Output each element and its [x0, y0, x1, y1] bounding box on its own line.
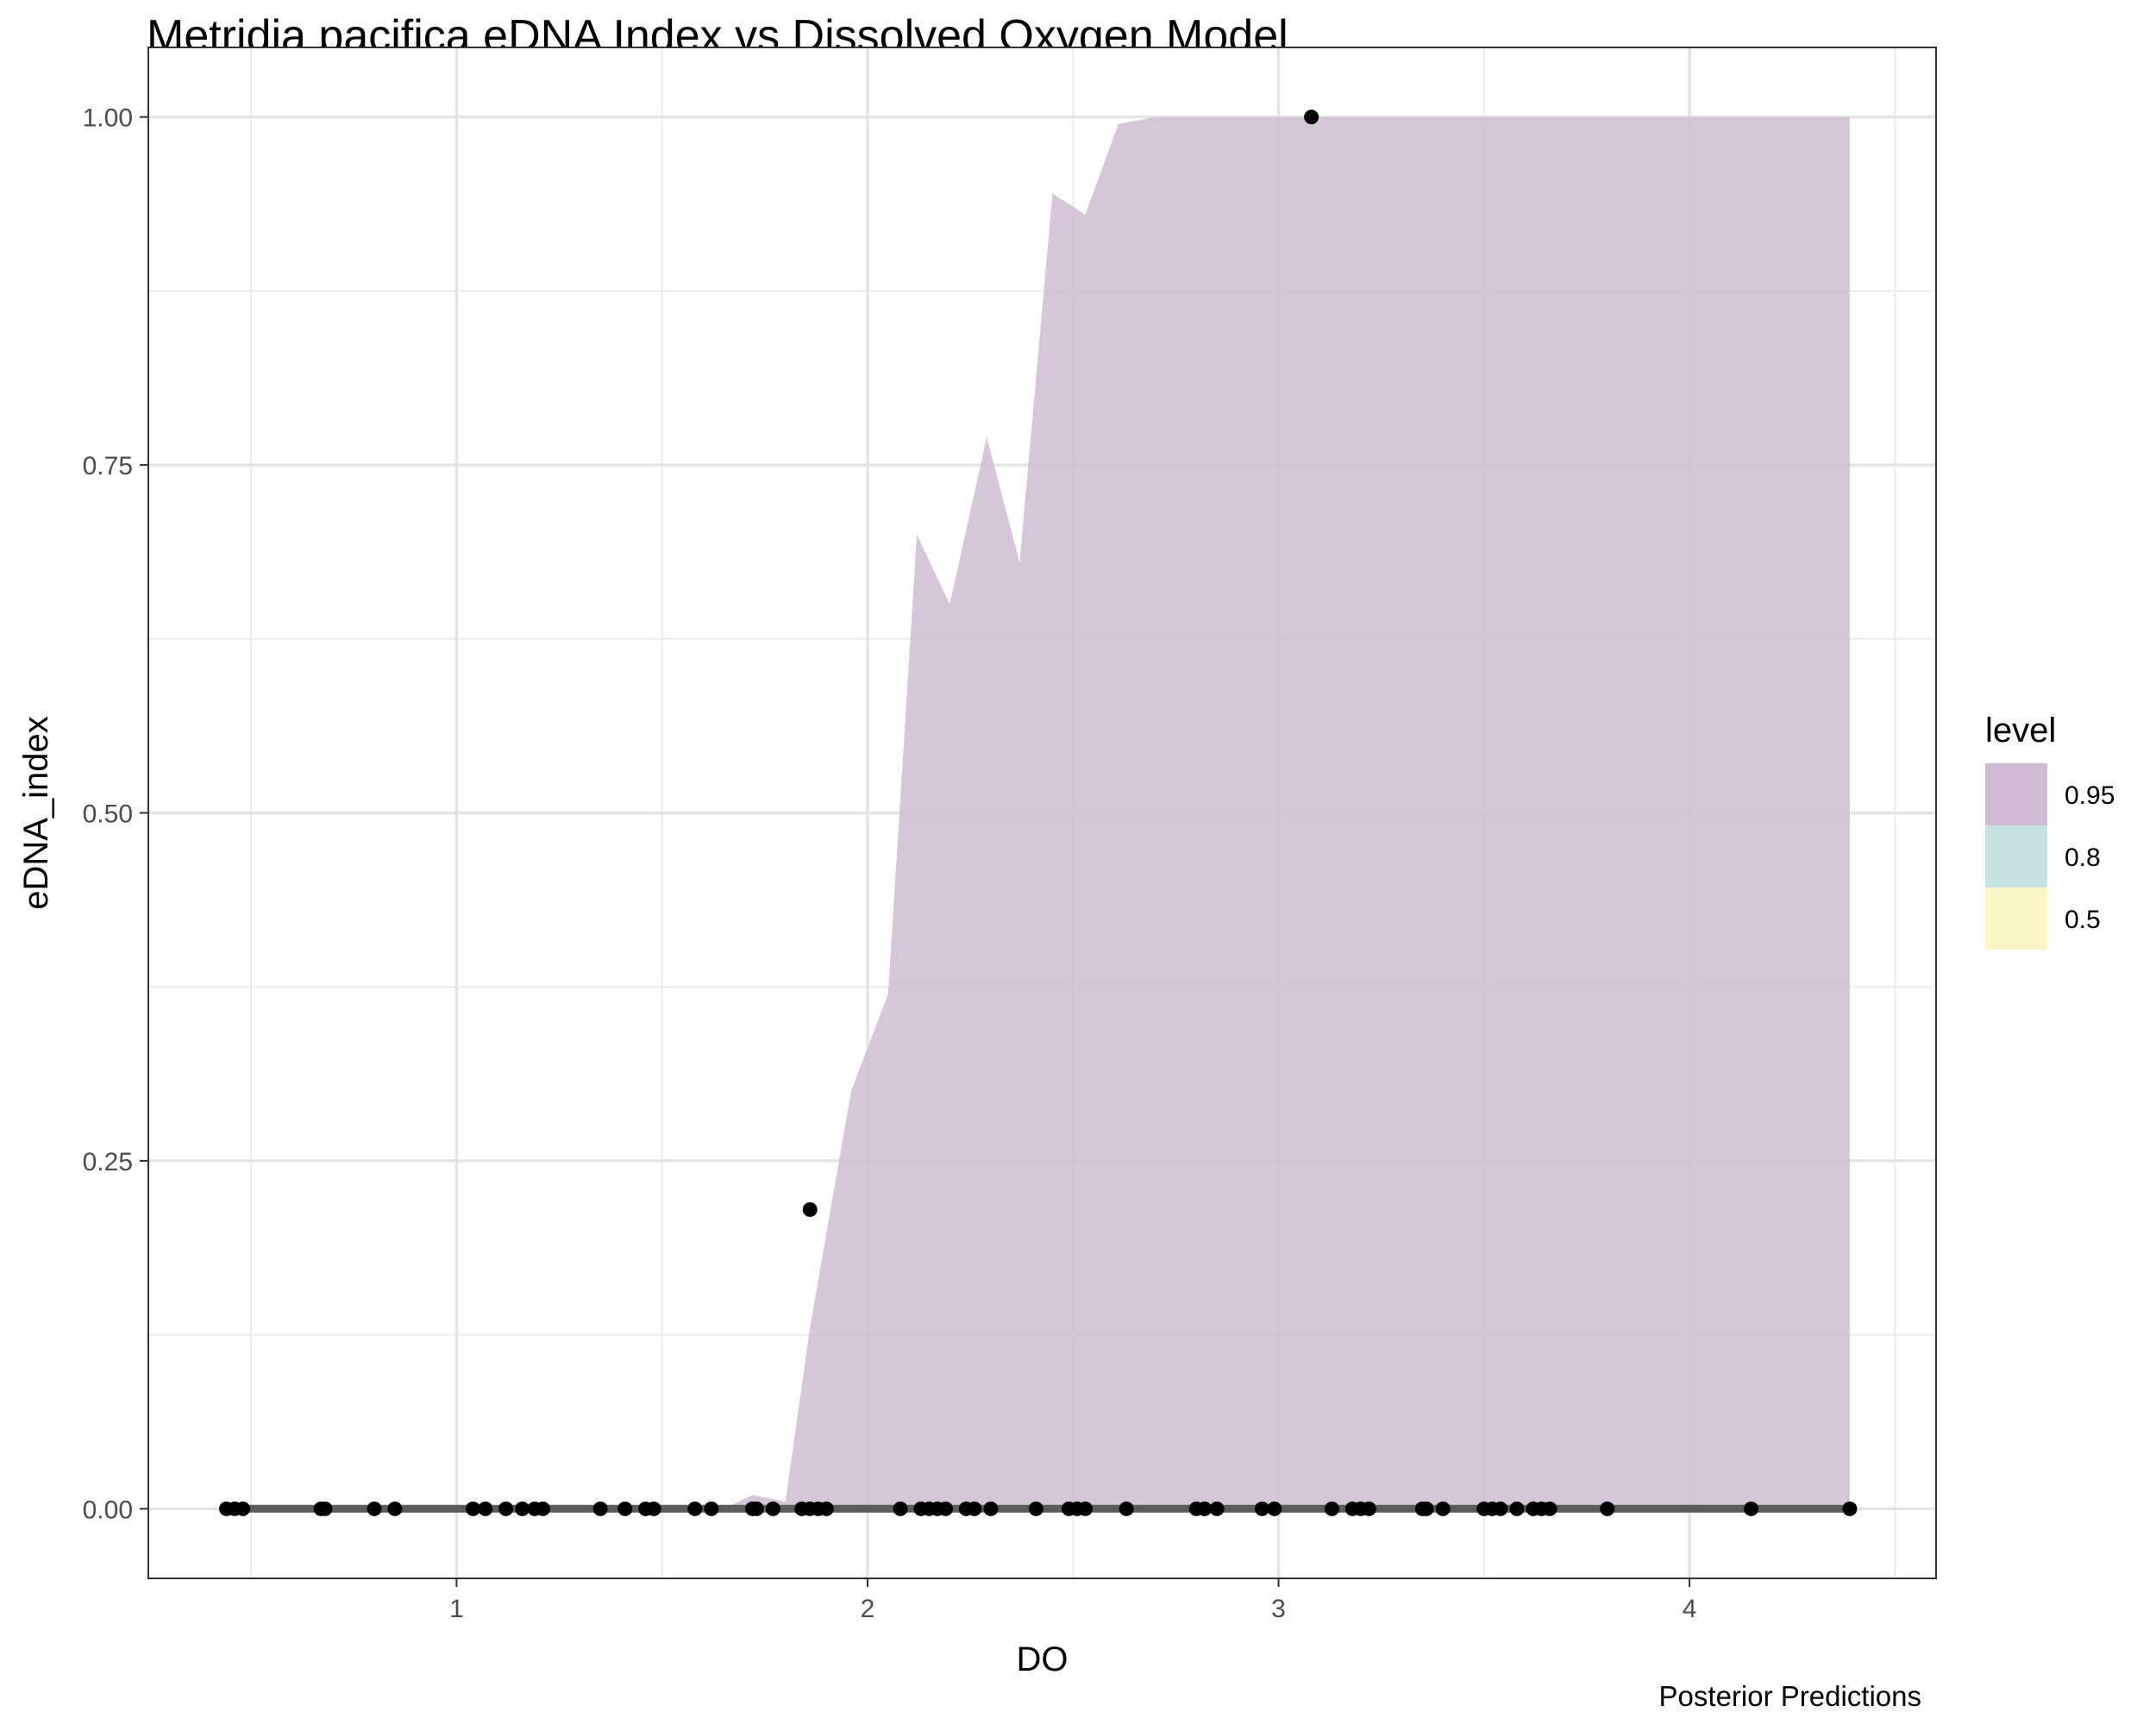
y-axis-title: eDNA_index — [17, 716, 55, 910]
data-point — [1028, 1501, 1044, 1516]
data-point — [1324, 1501, 1339, 1516]
axes: 1 2 3 4 0.00 0.25 0.50 0.75 1.00 DO eDNA_index — [17, 104, 1696, 1678]
data-point — [387, 1501, 403, 1516]
data-point — [1435, 1501, 1451, 1516]
data-point — [235, 1501, 251, 1516]
data-point — [498, 1501, 514, 1516]
data-point — [515, 1501, 530, 1516]
data-point — [317, 1501, 333, 1516]
data-point — [1744, 1501, 1759, 1516]
data-point — [1542, 1501, 1557, 1516]
y-tick-label: 0.25 — [83, 1148, 133, 1176]
legend-title: level — [1985, 712, 2056, 750]
observed-points — [219, 110, 1858, 1516]
data-point — [1361, 1501, 1376, 1516]
data-point — [646, 1501, 661, 1516]
data-point — [1119, 1501, 1134, 1516]
data-point — [893, 1501, 908, 1516]
x-tick-label: 3 — [1271, 1595, 1286, 1623]
legend-label: 0.8 — [2065, 844, 2101, 872]
data-point — [687, 1501, 703, 1516]
credible-band — [226, 116, 1850, 1509]
data-point — [1493, 1501, 1508, 1516]
data-point — [1842, 1501, 1858, 1516]
chart-caption: Posterior Predictions — [1658, 1680, 1921, 1712]
band-95 — [226, 116, 1850, 1509]
data-point — [983, 1501, 999, 1516]
data-point — [367, 1501, 382, 1516]
data-point — [617, 1501, 633, 1516]
legend-key-0.8 — [1985, 825, 2047, 888]
legend-key-0.5 — [1985, 888, 2047, 950]
data-point — [1304, 110, 1319, 125]
x-tick-label: 1 — [449, 1595, 464, 1623]
legend-label: 0.5 — [2065, 906, 2101, 934]
y-tick-label: 0.50 — [83, 800, 133, 829]
data-point — [938, 1501, 954, 1516]
data-point — [465, 1501, 480, 1516]
data-point — [1267, 1501, 1282, 1516]
data-point — [478, 1501, 493, 1516]
data-point — [802, 1201, 818, 1217]
legend-label: 0.95 — [2065, 781, 2115, 810]
data-point — [818, 1501, 834, 1516]
data-point — [1509, 1501, 1525, 1516]
data-point — [592, 1501, 608, 1516]
legend-key-0.95 — [1985, 763, 2047, 825]
data-point — [765, 1501, 780, 1516]
data-point — [704, 1501, 719, 1516]
data-point — [1600, 1501, 1615, 1516]
data-point — [1197, 1501, 1213, 1516]
data-point — [535, 1501, 550, 1516]
y-tick-label: 0.75 — [83, 452, 133, 480]
data-point — [1209, 1501, 1225, 1516]
x-tick-label: 4 — [1683, 1595, 1697, 1623]
x-tick-label: 2 — [861, 1595, 875, 1623]
data-point — [1078, 1501, 1094, 1516]
y-tick-label: 0.00 — [83, 1496, 133, 1524]
data-point — [1419, 1501, 1434, 1516]
data-point — [1254, 1501, 1269, 1516]
data-point — [749, 1501, 764, 1516]
data-point — [967, 1501, 982, 1516]
y-tick-label: 1.00 — [83, 104, 133, 133]
x-axis-title: DO — [1017, 1640, 1069, 1678]
legend: level 0.95 0.8 0.5 — [1985, 712, 2115, 950]
